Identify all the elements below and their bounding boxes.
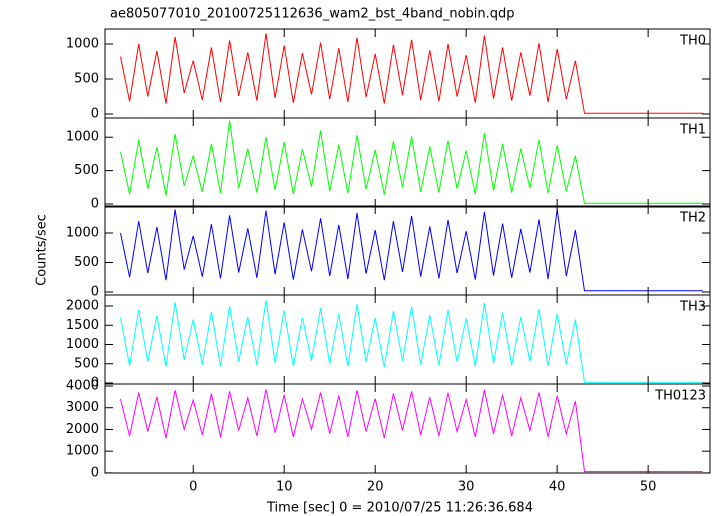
data-line — [120, 389, 703, 473]
y-tick-label: 2000 — [66, 299, 99, 314]
title: ae805077010_20100725112636_wam2_bst_4ban… — [110, 7, 515, 22]
y-tick-label: 500 — [74, 163, 99, 178]
x-tick-label: 0 — [189, 480, 197, 495]
y-tick-label: 3000 — [66, 400, 99, 415]
x-label: Time [sec] 0 = 2010/07/25 11:26:36.684 — [266, 501, 533, 516]
panel-label: TH3 — [679, 300, 706, 315]
x-tick-label: 40 — [549, 480, 566, 495]
y-tick-label: 500 — [74, 71, 99, 86]
panel-frame — [104, 383, 711, 474]
data-line — [120, 120, 703, 204]
y-tick-label: 500 — [74, 356, 99, 371]
panel-frame — [104, 117, 711, 208]
y-tick-label: 0 — [91, 196, 99, 211]
y-label: Counts/sec — [35, 214, 50, 286]
x-tick-label: 50 — [640, 480, 657, 495]
y-tick-label: 500 — [74, 255, 99, 270]
panel-label: TH0123 — [654, 389, 706, 404]
y-tick-label: 1000 — [66, 226, 99, 241]
y-tick-label: 4000 — [66, 378, 99, 393]
x-tick-label: 10 — [276, 480, 293, 495]
panel-frame — [104, 205, 711, 296]
panel-label: TH1 — [679, 123, 706, 138]
data-line — [120, 209, 703, 292]
x-tick-label: 30 — [458, 480, 475, 495]
x-tick-label: 20 — [367, 480, 384, 495]
panel-frame — [104, 294, 711, 385]
data-line — [120, 300, 703, 383]
y-tick-label: 1000 — [66, 444, 99, 459]
y-tick-label: 0 — [91, 107, 99, 122]
data-line — [120, 33, 703, 114]
y-tick-label: 1000 — [66, 130, 99, 145]
panel-label: TH2 — [679, 211, 706, 226]
y-tick-label: 0 — [91, 465, 99, 480]
y-tick-label: 1500 — [66, 318, 99, 333]
y-tick-label: 1000 — [66, 36, 99, 51]
y-tick-label: 0 — [91, 284, 99, 299]
y-tick-label: 2000 — [66, 422, 99, 437]
y-tick-label: 0 — [91, 375, 99, 390]
panel-label: TH0 — [679, 34, 706, 49]
y-tick-label: 1000 — [66, 337, 99, 352]
